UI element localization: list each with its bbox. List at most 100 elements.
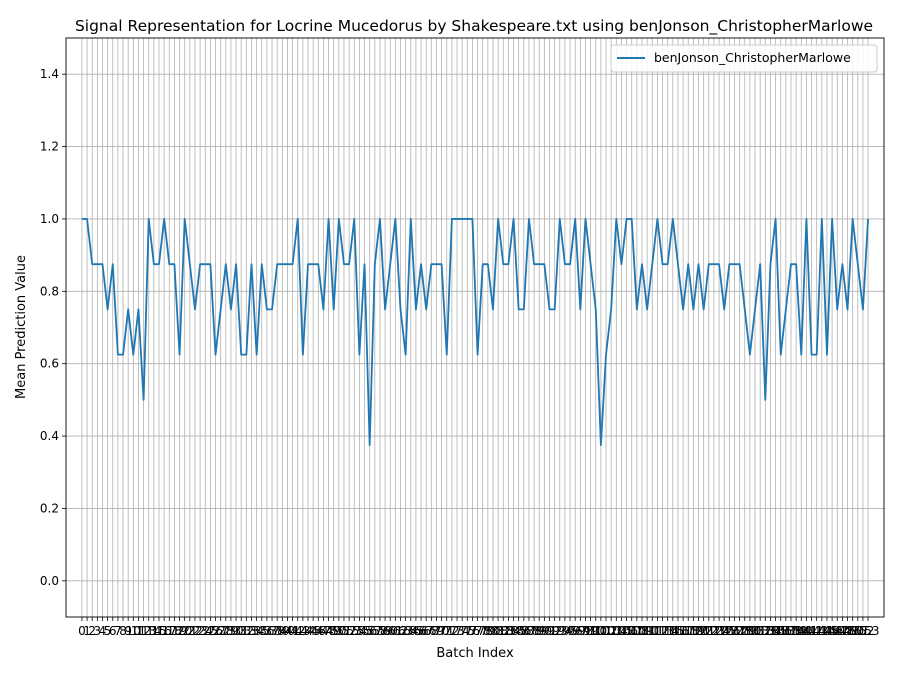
x-tick-label: 128	[728, 624, 751, 638]
x-tick-label: 109	[631, 624, 654, 638]
x-tick-label: 119	[682, 624, 705, 638]
x-tick-label: 75	[460, 624, 475, 638]
x-tick-label: 88	[526, 624, 541, 638]
x-tick-label: 26	[208, 624, 223, 638]
x-tick-label: 12	[136, 624, 151, 638]
x-tick-label: 61	[388, 624, 403, 638]
x-tick-label: 38	[270, 624, 285, 638]
x-tick-label: 19	[172, 624, 187, 638]
x-tick-label: 114	[656, 624, 679, 638]
x-tick-label: 83	[501, 624, 516, 638]
x-tick-label: 90	[537, 624, 552, 638]
x-tick-label: 101	[589, 624, 612, 638]
x-tick-label: 136	[769, 624, 792, 638]
x-tick-label: 45	[306, 624, 321, 638]
x-tick-label: 68	[424, 624, 439, 638]
x-tick-label: 44	[300, 624, 315, 638]
x-tick-label: 80	[485, 624, 500, 638]
x-tick-label: 14	[146, 624, 161, 638]
x-axis-label: Batch Index	[436, 646, 514, 661]
x-tick-label: 50	[331, 624, 346, 638]
x-tick-label: 89	[532, 624, 547, 638]
x-tick-label: 34	[249, 624, 264, 638]
x-tick-label: 104	[605, 624, 628, 638]
x-tick-label: 32	[239, 624, 254, 638]
x-tick-label: 141	[795, 624, 818, 638]
x-tick-label: 22	[187, 624, 202, 638]
x-tick-label: 113	[651, 624, 674, 638]
x-tick-label: 35	[254, 624, 269, 638]
x-tick-label: 66	[413, 624, 428, 638]
x-tick-label: 46	[311, 624, 326, 638]
x-tick-label: 108	[625, 624, 648, 638]
x-tick-label: 140	[790, 624, 813, 638]
y-tick-label: 0.6	[40, 357, 59, 371]
x-tick-label: 33	[244, 624, 259, 638]
x-tick-label: 1	[83, 624, 91, 638]
x-tick-label: 134	[759, 624, 782, 638]
legend-box	[610, 44, 878, 73]
x-tick-label: 98	[578, 624, 593, 638]
x-tick-label: 16	[156, 624, 171, 638]
x-tick-label: 8	[119, 624, 127, 638]
x-tick-label: 10	[126, 624, 141, 638]
x-tick-label: 43	[295, 624, 310, 638]
x-tick-label: 84	[506, 624, 521, 638]
chart-title: Signal Representation for Locrine Mucedo…	[75, 17, 873, 36]
x-gridlines	[81, 38, 869, 617]
x-tick-label: 7	[114, 624, 122, 638]
x-tick-label: 126	[718, 624, 741, 638]
x-tick-label: 3	[94, 624, 102, 638]
x-tick-label: 67	[419, 624, 434, 638]
plot-area	[66, 38, 884, 617]
x-tick-label: 135	[764, 624, 787, 638]
y-tick-label: 0.4	[40, 429, 59, 443]
x-tick-label: 18	[167, 624, 182, 638]
x-tick-label: 49	[326, 624, 341, 638]
x-tick-label: 72	[444, 624, 459, 638]
x-tick-label: 153	[857, 624, 880, 638]
y-axis-label: Mean Prediction Value	[14, 255, 29, 399]
x-tick-label: 138	[780, 624, 803, 638]
x-tick-label: 63	[398, 624, 413, 638]
x-tick-label: 121	[692, 624, 715, 638]
x-tick-label: 0	[78, 624, 86, 638]
x-tick-label: 96	[568, 624, 583, 638]
x-tick-label: 139	[785, 624, 808, 638]
x-tick-label: 118	[677, 624, 700, 638]
x-tick-label: 107	[620, 624, 643, 638]
x-tick-label: 27	[213, 624, 228, 638]
x-tick-label: 92	[547, 624, 562, 638]
series-layer	[81, 218, 869, 447]
x-tick-label: 70	[434, 624, 449, 638]
x-tick-label: 41	[285, 624, 300, 638]
x-tick-label: 48	[321, 624, 336, 638]
legend: benJonson_ChristopherMarlowe	[610, 44, 878, 73]
x-tick-label: 6	[109, 624, 117, 638]
x-tick-label: 53	[347, 624, 362, 638]
y-tick-label: 0.8	[40, 284, 59, 298]
x-tick-label: 13	[141, 624, 156, 638]
x-tick-label: 93	[552, 624, 567, 638]
x-tick-label: 112	[646, 624, 669, 638]
x-tick-label: 144	[810, 624, 833, 638]
x-tick-label: 39	[275, 624, 290, 638]
x-tick-label: 29	[223, 624, 238, 638]
x-tick-label: 57	[367, 624, 382, 638]
x-tick-label: 129	[733, 624, 756, 638]
x-tick-label: 69	[429, 624, 444, 638]
y-tick-label: 1.2	[40, 140, 59, 154]
x-tick-label: 5	[104, 624, 112, 638]
y-tick-label: 1.4	[40, 67, 59, 81]
x-tick-label: 60	[383, 624, 398, 638]
x-tick-label: 123	[702, 624, 725, 638]
x-tick-label: 106	[615, 624, 638, 638]
x-tick-label: 149	[836, 624, 859, 638]
x-tick-label: 147	[826, 624, 849, 638]
x-tick-label: 79	[480, 624, 495, 638]
x-tick-label: 24	[198, 624, 213, 638]
x-tick-label: 56	[362, 624, 377, 638]
x-tick-label: 100	[584, 624, 607, 638]
x-tick-label: 73	[449, 624, 464, 638]
